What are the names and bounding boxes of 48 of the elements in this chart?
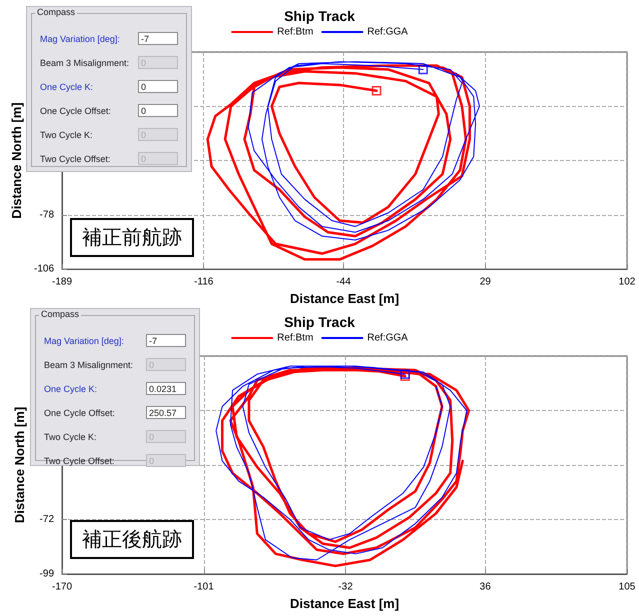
x-tick-label: -116 <box>194 276 214 288</box>
legend-label: Ref:Btm <box>277 26 314 38</box>
text: Mag Variation [deg]: <box>44 336 124 346</box>
annotation: 0.0231 <box>146 382 186 395</box>
annotation: One Cycle K: <box>44 384 98 394</box>
annotation: 0 <box>138 104 178 117</box>
annotation: 補正後航跡 <box>70 520 194 559</box>
text: -7 <box>138 32 178 45</box>
x-tick-label: -101 <box>194 582 214 592</box>
y-tick-label: -78 <box>40 209 54 220</box>
legend-label: Ref:GGA <box>367 332 408 344</box>
chart-title: Ship Track <box>284 8 356 24</box>
x-tick-label: 36 <box>480 582 492 592</box>
x-axis-title: Distance East [m] <box>290 596 400 611</box>
x-tick-label: 105 <box>618 582 636 592</box>
x-axis-title: Distance East [m] <box>290 291 400 306</box>
text: Compass <box>35 7 78 17</box>
x-tick-label: 102 <box>618 276 636 288</box>
legend-label: Ref:Btm <box>277 332 314 344</box>
annotation: One Cycle Offset: <box>44 408 115 418</box>
line-series <box>206 64 471 261</box>
text: Mag Variation [deg]: <box>40 34 120 44</box>
annotation: Two Cycle K: <box>40 130 93 140</box>
x-tick-label: -32 <box>338 582 354 592</box>
annotation: 0 <box>138 80 178 93</box>
chart-title: Ship Track <box>284 314 356 330</box>
y-tick-label: -72 <box>40 514 54 525</box>
x-tick-label: -44 <box>336 276 352 288</box>
annotation: One Cycle K: <box>40 82 94 92</box>
legend-label: Ref:GGA <box>367 26 408 38</box>
annotation: 250.57 <box>146 406 186 419</box>
x-tick-label: -189 <box>52 276 72 288</box>
annotation: Beam 3 Misalignment: <box>40 58 130 68</box>
x-tick-label: -170 <box>52 582 72 592</box>
y-axis-title: Distance North [m] <box>9 102 24 219</box>
annotation: Two Cycle Offset: <box>44 456 114 466</box>
annotation: Two Cycle K: <box>44 432 97 442</box>
y-axis-title: Distance North [m] <box>12 406 27 524</box>
annotation: Beam 3 Misalignment: <box>44 360 134 370</box>
line-series <box>248 61 480 241</box>
annotation: 補正前航跡 <box>70 218 194 257</box>
x-tick-label: 29 <box>480 276 492 288</box>
text: -7 <box>146 334 186 347</box>
y-tick-label: -106 <box>34 264 54 275</box>
annotation: Two Cycle Offset: <box>40 154 110 164</box>
y-tick-label: -99 <box>40 568 54 580</box>
annotation: One Cycle Offset: <box>40 106 111 116</box>
text: Compass <box>39 309 82 319</box>
